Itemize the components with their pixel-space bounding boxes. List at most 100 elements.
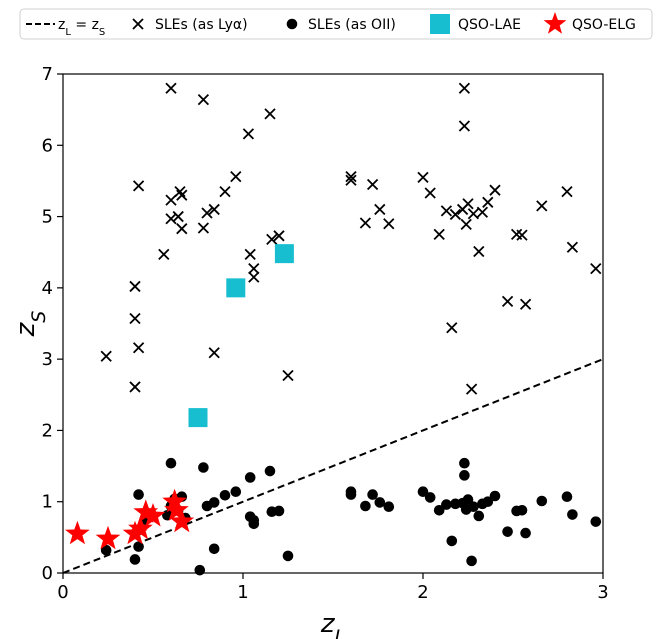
point-x <box>359 217 372 229</box>
x-axis-label: zL <box>320 609 345 639</box>
x-tick-label: 1 <box>237 582 248 603</box>
point-circle <box>433 504 445 516</box>
point-x <box>424 187 436 199</box>
series-circle <box>100 457 602 576</box>
point-x <box>176 223 188 235</box>
legend-label: zL = zS <box>58 17 105 38</box>
legend-box <box>19 8 653 40</box>
point-circle <box>417 486 429 498</box>
point-circle <box>424 492 436 503</box>
point-circle <box>129 554 141 565</box>
point-circle <box>230 486 242 498</box>
point-x <box>273 230 285 242</box>
point-x <box>345 171 357 183</box>
point-x <box>172 210 184 223</box>
point-x <box>208 203 220 216</box>
legend-square-swatch <box>430 14 450 34</box>
point-x <box>501 295 514 308</box>
point-x <box>561 185 573 198</box>
point-square <box>274 244 294 264</box>
legend-label: QSO-ELG <box>572 17 636 33</box>
point-star <box>128 515 153 540</box>
point-circle <box>273 505 285 517</box>
legend-label: QSO-LAE <box>458 17 521 33</box>
point-x <box>208 347 220 359</box>
point-circle <box>468 501 479 513</box>
plot-frame <box>62 73 604 574</box>
point-x <box>264 108 276 120</box>
point-x <box>465 383 478 395</box>
point-x <box>467 208 480 220</box>
point-x <box>458 82 471 94</box>
legend-label: SLEs (as Lyα) <box>155 17 248 33</box>
point-circle <box>516 504 528 516</box>
point-circle <box>489 490 501 502</box>
point-x <box>197 94 210 106</box>
point-x <box>458 120 471 132</box>
point-x <box>489 184 501 196</box>
point-x <box>433 228 445 241</box>
point-x <box>248 271 260 283</box>
point-star <box>133 499 159 523</box>
point-x <box>266 233 278 246</box>
point-star <box>169 508 195 533</box>
point-circle <box>374 497 386 508</box>
point-x <box>590 262 602 275</box>
point-x <box>165 213 177 225</box>
point-circle <box>383 501 395 513</box>
point-star <box>162 488 187 513</box>
point-x <box>242 128 255 140</box>
point-circle <box>133 541 144 552</box>
y-axis-label: zS <box>11 311 50 338</box>
y-tick-label: 6 <box>42 135 53 156</box>
point-x <box>462 198 474 210</box>
identity-line <box>62 358 604 574</box>
y-tick-label: 2 <box>42 420 53 441</box>
point-x <box>366 178 379 191</box>
legend: zL = zS SLEs (as Lyα) SLEs (as OII) QSO-LAE… <box>19 8 653 40</box>
point-square <box>188 408 208 428</box>
point-circle <box>520 527 531 539</box>
point-circle <box>441 499 452 510</box>
point-x <box>460 218 472 231</box>
point-circle <box>208 543 220 555</box>
point-x <box>345 174 357 186</box>
point-x <box>519 298 532 310</box>
point-x <box>374 203 386 216</box>
legend-circle-swatch <box>286 18 298 30</box>
series-x <box>100 82 602 395</box>
point-circle <box>446 535 458 547</box>
point-circle <box>345 489 357 500</box>
point-x <box>282 369 294 382</box>
point-square <box>226 278 246 298</box>
point-x <box>566 241 579 253</box>
point-circle <box>165 457 177 469</box>
point-x <box>129 381 141 393</box>
point-x <box>158 248 170 260</box>
point-x <box>165 82 177 94</box>
point-circle <box>367 489 378 500</box>
y-tick-label: 4 <box>42 278 53 299</box>
point-x <box>176 189 188 201</box>
legend-x-swatch <box>132 18 144 30</box>
point-star <box>95 525 121 550</box>
point-x <box>473 245 485 258</box>
point-x <box>449 208 462 221</box>
y-tick-label: 0 <box>42 563 53 584</box>
point-circle <box>567 509 578 520</box>
point-x <box>482 196 494 208</box>
point-circle <box>502 526 513 537</box>
point-x <box>129 312 141 325</box>
point-circle <box>561 491 573 503</box>
point-x <box>383 218 395 230</box>
point-x <box>100 350 112 362</box>
point-circle <box>248 514 260 526</box>
point-star <box>140 502 166 527</box>
point-x <box>174 185 186 198</box>
legend-star-swatch <box>543 12 567 34</box>
point-circle <box>536 495 548 507</box>
point-circle <box>264 465 276 477</box>
point-circle <box>208 497 220 508</box>
series-star <box>65 488 195 550</box>
point-circle <box>473 510 485 522</box>
